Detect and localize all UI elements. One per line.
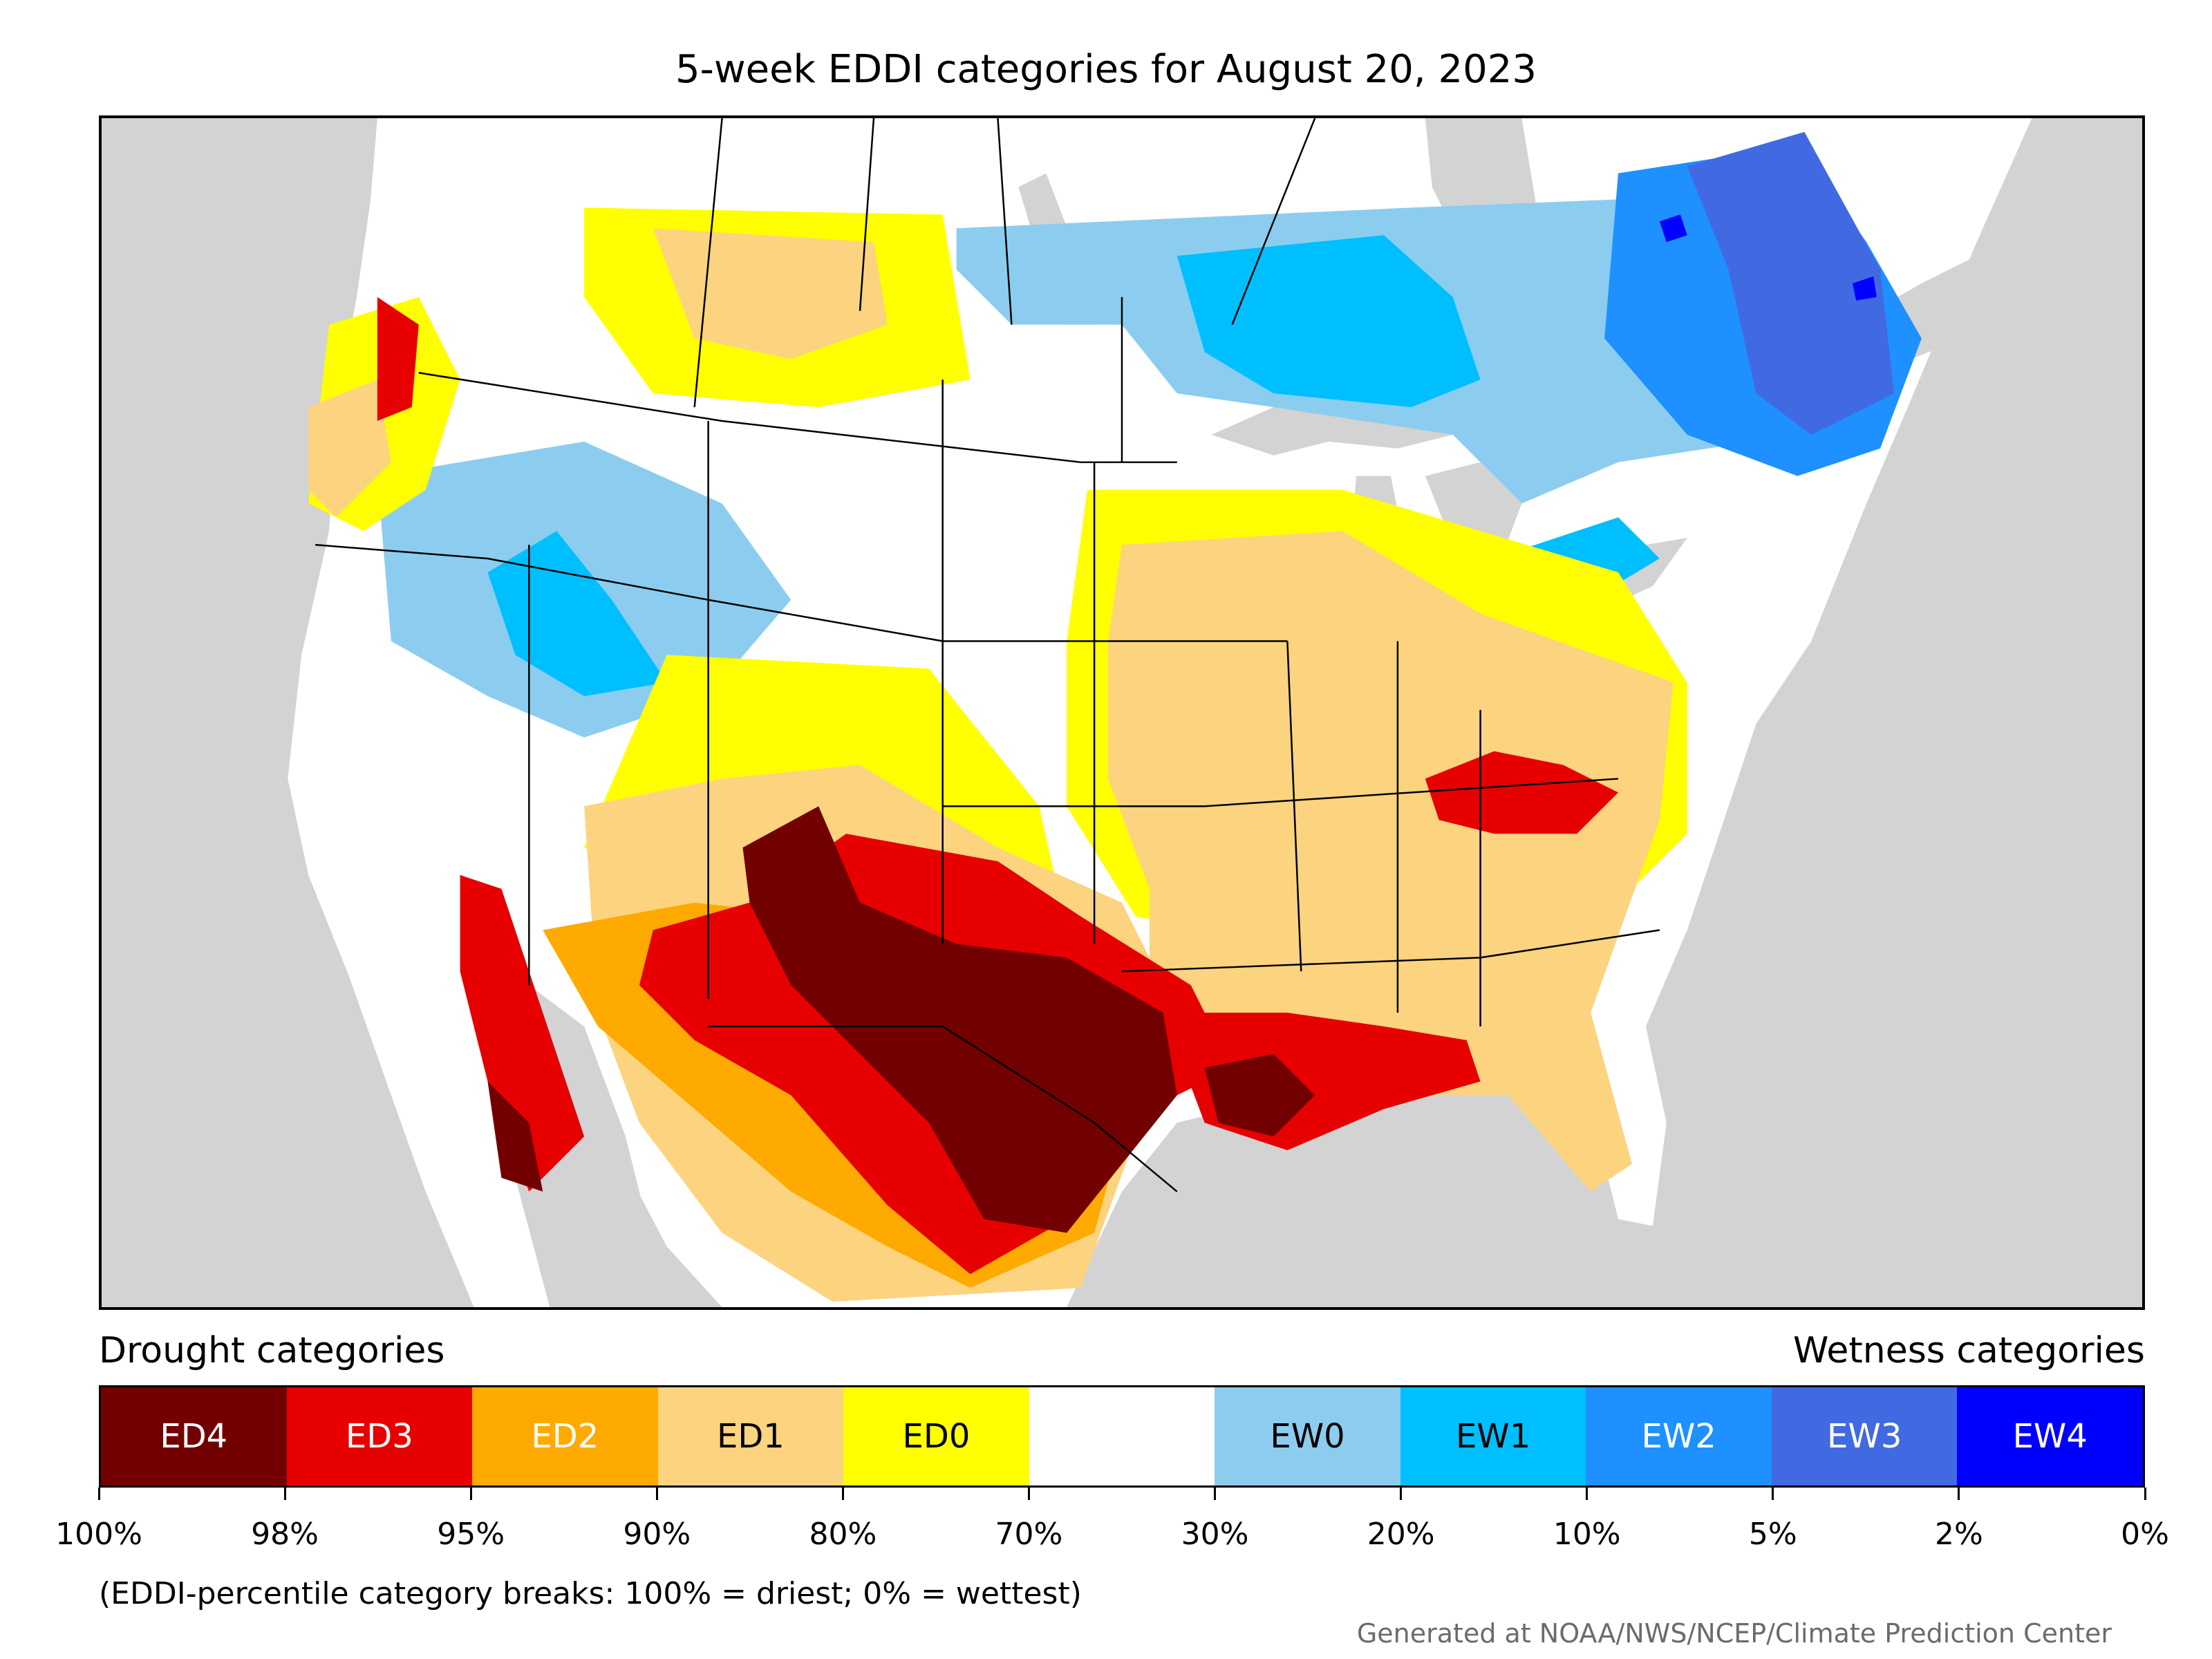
tick-label: 90% [623,1517,691,1552]
category-ed0: ED0 [843,1387,1029,1485]
ew3-quebec [1687,131,1894,435]
tick-label: 20% [1367,1517,1435,1552]
ed1-montana [653,228,888,359]
wetness-categories-title: Wetness categories [1793,1330,2145,1371]
ew1-ontario [1177,235,1481,408]
tick-label: 10% [1553,1517,1621,1552]
eddi-map [99,115,2145,1310]
category-ew4: EW4 [1957,1387,2144,1485]
gulf-of-california [529,985,653,1247]
tick-label: 100% [55,1517,142,1552]
ed3-baja [460,874,585,1192]
tick-mark [841,1488,844,1500]
category-breaks-note: (EDDI-percentile category breaks: 100% =… [99,1576,1082,1611]
map-title: 5-week EDDI categories for August 20, 20… [675,47,1537,92]
category-ew0: EW0 [1215,1387,1400,1485]
category-ed1: ED1 [657,1387,844,1485]
tick-label: 80% [809,1517,877,1552]
tick-mark [1772,1488,1774,1500]
tick-mark [1400,1488,1403,1500]
map-canvas [102,118,2032,1307]
colorbar-ticks [97,1488,2146,1501]
category-colorbar: ED4 ED3 ED2 ED1 ED0 EW0 EW1 EW2 EW3 EW4 [99,1385,2145,1488]
category-ew2: EW2 [1586,1387,1772,1485]
tick-mark [2144,1488,2146,1500]
tick-label: 70% [995,1517,1063,1552]
category-ew1: EW1 [1400,1387,1586,1485]
tick-label: 30% [1181,1517,1249,1552]
tick-mark [97,1488,100,1500]
tick-mark [1027,1488,1030,1500]
ed4-texas [742,806,1177,1233]
tick-mark [1586,1488,1588,1500]
category-ed4: ED4 [101,1387,287,1485]
credit-line: Generated at NOAA/NWS/NCEP/Climate Predi… [1356,1618,2112,1649]
ed4-louisiana [1204,1053,1315,1137]
tick-mark [283,1488,286,1500]
tick-label: 2% [1935,1517,1983,1552]
tick-label: 5% [1748,1517,1797,1552]
category-neutral [1029,1387,1215,1485]
tick-label: 0% [2121,1517,2169,1552]
ed3-kentucky-virginia [1425,751,1619,834]
category-ed3: ED3 [286,1387,473,1485]
tick-label: 95% [437,1517,505,1552]
political-boundaries [315,118,1660,1192]
tick-mark [655,1488,658,1500]
drought-categories-title: Drought categories [99,1330,445,1371]
tick-mark [1214,1488,1217,1500]
category-ew3: EW3 [1771,1387,1958,1485]
tick-label: 98% [251,1517,319,1552]
ed4-baja [487,1081,543,1192]
category-ed2: ED2 [472,1387,658,1485]
ed3-oregon-coast [377,297,419,421]
tick-mark [469,1488,472,1500]
ew4-spots [1659,214,1877,301]
tick-mark [1958,1488,1960,1500]
ew1-idaho-nevada [487,531,667,697]
ed1-oregon [308,379,391,518]
